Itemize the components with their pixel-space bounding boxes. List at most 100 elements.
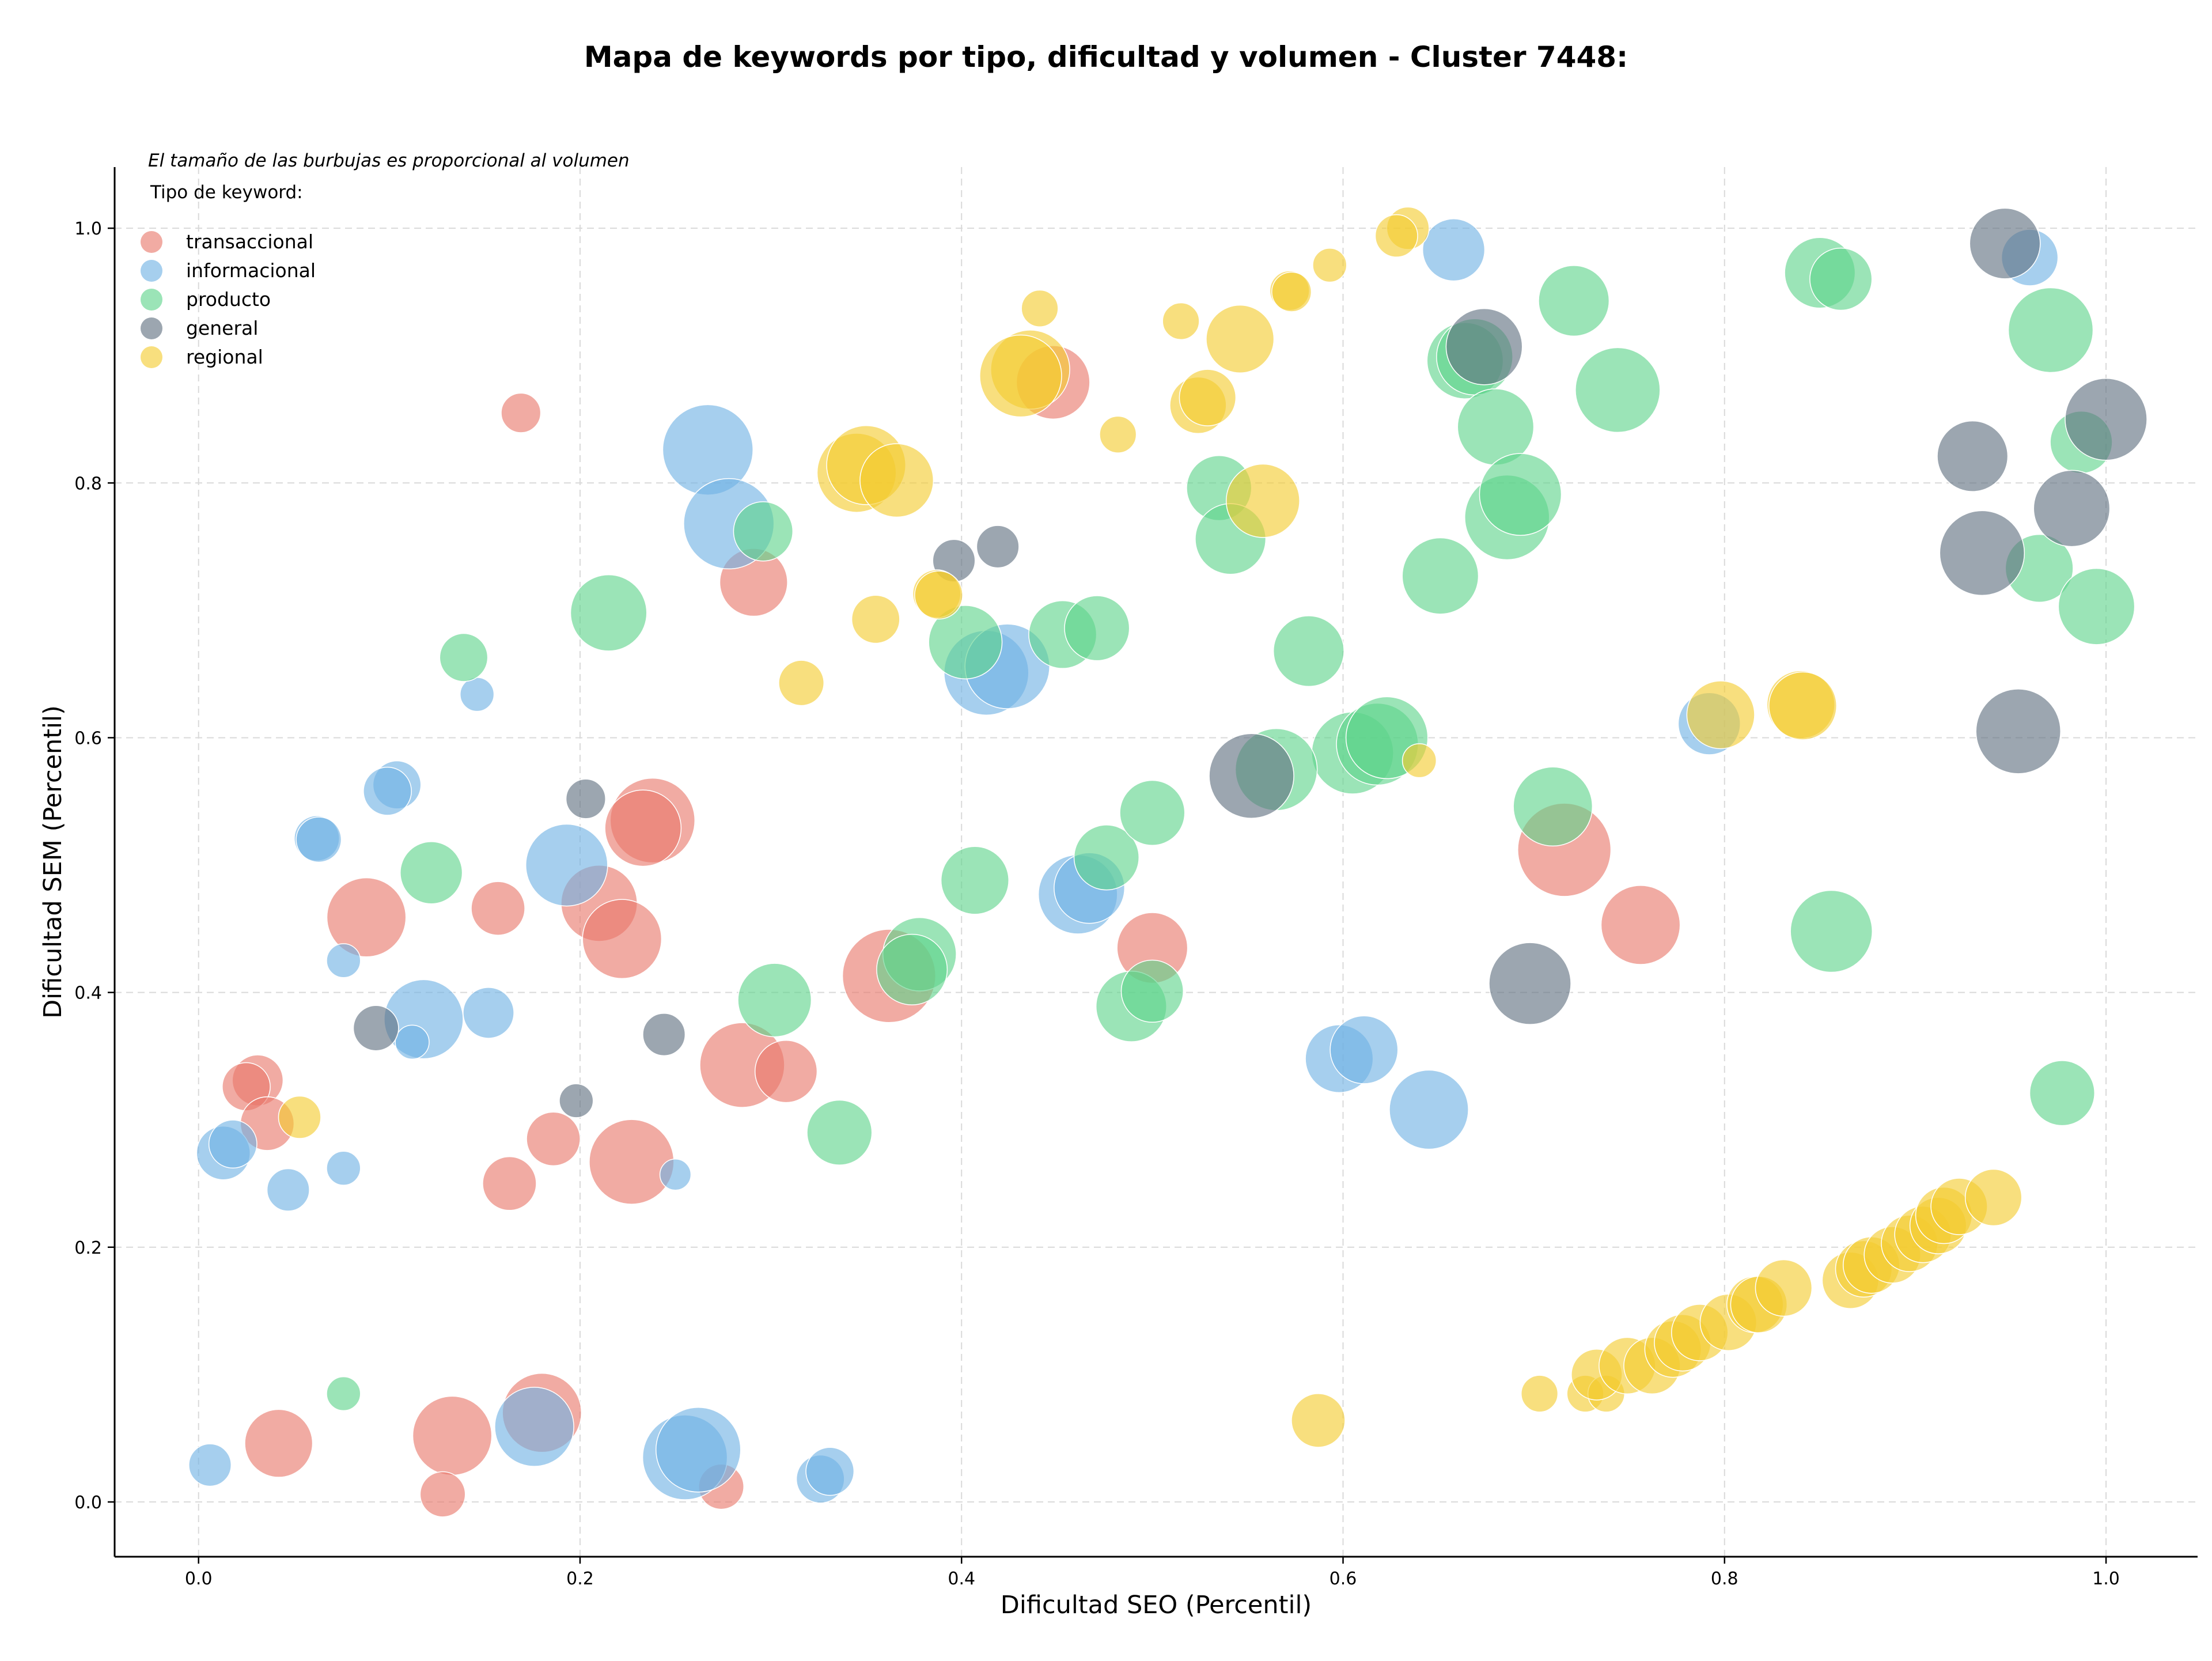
data-point <box>565 778 606 819</box>
data-point <box>501 392 541 433</box>
legend-label: informacional <box>186 259 316 282</box>
legend-label: producto <box>186 288 271 311</box>
data-point <box>326 943 361 978</box>
data-point <box>482 1156 537 1211</box>
data-point <box>1073 824 1140 891</box>
data-point <box>805 1447 855 1496</box>
data-point <box>1964 1168 2022 1227</box>
data-point <box>1479 453 1562 536</box>
data-point <box>1809 247 1873 311</box>
y-tick-label: 0.4 <box>74 983 102 1004</box>
data-point <box>582 899 662 979</box>
data-point <box>1755 1259 1813 1317</box>
data-point <box>1291 1393 1346 1448</box>
data-point <box>1389 1069 1469 1150</box>
data-points <box>188 206 2147 1518</box>
data-point <box>1209 733 1294 819</box>
data-point <box>412 1395 493 1476</box>
data-point <box>559 1083 594 1118</box>
data-point <box>940 846 1009 915</box>
legend-marker <box>141 346 162 368</box>
data-point <box>1402 743 1437 778</box>
data-point <box>2029 1060 2095 1126</box>
y-tick-label: 1.0 <box>74 219 102 239</box>
data-point <box>1768 671 1838 740</box>
legend-marker <box>141 260 162 282</box>
data-point <box>460 677 495 712</box>
data-point <box>1312 248 1347 283</box>
data-point <box>1790 890 1873 973</box>
data-point <box>604 789 682 867</box>
data-point <box>494 1387 574 1467</box>
data-point <box>1021 289 1059 328</box>
x-tick-label: 1.0 <box>2092 1569 2120 1589</box>
x-axis-label: Dificultad SEO (Percentil) <box>1001 1591 1312 1620</box>
data-point <box>2065 377 2147 461</box>
x-tick-label: 0.6 <box>1330 1569 1357 1589</box>
data-point <box>1271 271 1312 312</box>
data-point <box>1513 766 1593 847</box>
data-point <box>1374 214 1418 258</box>
data-point <box>326 1376 361 1412</box>
data-point <box>659 1159 692 1191</box>
size-annotation: El tamaño de las burbujas es proporciona… <box>148 150 630 171</box>
legend-label: general <box>186 317 258 339</box>
legend: Tipo de keyword: transaccional informacio… <box>141 182 316 368</box>
y-tick-label: 0.6 <box>74 728 102 748</box>
data-point <box>1600 885 1681 965</box>
data-point <box>851 595 900 644</box>
data-point <box>1937 420 2009 492</box>
data-point <box>754 1040 818 1103</box>
series-transaccional <box>222 345 1681 1518</box>
data-point <box>1099 415 1137 453</box>
data-point <box>1162 302 1200 340</box>
data-point <box>471 881 525 936</box>
data-point <box>1272 615 1344 687</box>
data-point <box>353 1005 399 1051</box>
data-point <box>278 1095 321 1139</box>
data-point <box>2008 287 2094 373</box>
legend-marker <box>141 231 162 253</box>
x-tick-label: 0.2 <box>566 1569 594 1589</box>
data-point <box>1120 959 1184 1023</box>
ticks: 0.0 0.2 0.4 0.6 0.8 1.0 0.0 0.2 0.4 0.6 0.8 1.0 <box>74 219 2120 1589</box>
data-point <box>859 443 934 518</box>
y-tick-label: 0.8 <box>74 474 102 494</box>
y-tick-label: 0.0 <box>74 1493 102 1513</box>
data-point <box>2033 470 2111 547</box>
data-point <box>1179 369 1237 426</box>
data-point <box>188 1443 232 1487</box>
data-point <box>400 841 463 905</box>
data-point <box>806 1099 873 1166</box>
data-point <box>525 823 608 907</box>
y-axis-label: Dificultad SEM (Percentil) <box>39 705 67 1019</box>
data-point <box>976 525 1020 569</box>
data-point <box>656 1407 741 1493</box>
data-point <box>419 1471 466 1518</box>
x-tick-label: 0.0 <box>185 1569 213 1589</box>
series-regional <box>278 206 2022 1448</box>
data-point <box>778 660 825 706</box>
data-point <box>1520 1375 1559 1413</box>
data-point <box>1225 463 1300 538</box>
data-point <box>1330 1015 1399 1084</box>
data-point <box>439 633 488 682</box>
data-point <box>244 1409 313 1478</box>
y-tick-label: 0.2 <box>74 1238 102 1258</box>
legend-marker <box>141 317 162 339</box>
data-point <box>1445 308 1523 385</box>
data-point <box>463 987 514 1039</box>
data-point <box>1686 680 1755 750</box>
x-tick-label: 0.4 <box>948 1569 975 1589</box>
data-point <box>1064 595 1130 661</box>
data-point <box>589 1119 675 1205</box>
data-point <box>1939 510 2025 596</box>
data-point <box>1422 218 1486 282</box>
data-point <box>208 1119 257 1169</box>
data-point <box>326 877 407 958</box>
data-point <box>395 1024 430 1060</box>
data-point <box>2058 567 2135 645</box>
data-point <box>876 933 948 1005</box>
data-point <box>914 570 963 620</box>
